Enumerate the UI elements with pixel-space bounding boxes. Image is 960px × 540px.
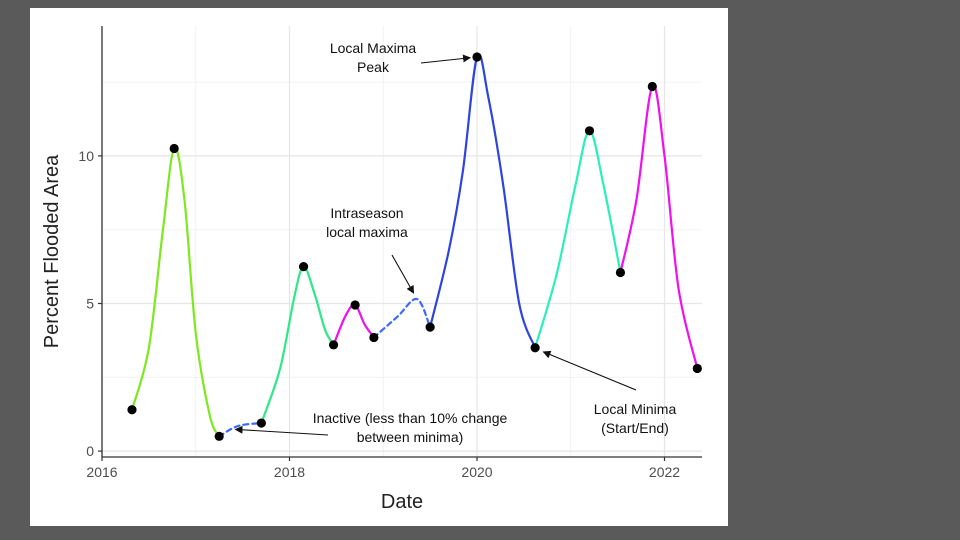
x-axis-title: Date — [381, 491, 423, 513]
annotation-arrow-0 — [420, 54, 472, 64]
x-tick-label-2: 2020 — [461, 464, 492, 480]
annotation-3-line-1: (Start/End) — [601, 420, 669, 436]
data-point-0 — [127, 405, 137, 415]
y-tick-label-2: 10 — [78, 148, 94, 164]
data-point-2 — [214, 431, 224, 441]
x-tick-label-1: 2018 — [274, 464, 305, 480]
series-segment-7 — [619, 84, 699, 370]
data-point-6 — [350, 300, 360, 310]
x-tick-label-0: 2016 — [86, 464, 117, 480]
annotation-0-line-0: Local Maxima — [330, 40, 417, 56]
data-point-14 — [692, 363, 702, 374]
y-tick-label-0: 0 — [86, 443, 94, 459]
data-point-5 — [328, 340, 339, 350]
annotation-1-line-1: local maxima — [326, 224, 408, 240]
axes: 0 5 10 2016 2018 2020 2022 — [78, 26, 702, 480]
data-point-4 — [298, 261, 309, 272]
data-point-10 — [530, 343, 540, 353]
annotation-0-line-1: Peak — [357, 59, 390, 75]
data-point-3 — [256, 418, 266, 428]
annotation-arrow-1 — [391, 254, 415, 294]
annotation-2-line-1: between minima) — [357, 429, 464, 445]
y-tick-label-1: 5 — [86, 295, 94, 311]
points — [127, 52, 702, 441]
chart-panel: 0 5 10 2016 2018 2020 2022 Local Maxima Peak Int… — [30, 8, 728, 526]
data-point-9 — [472, 52, 482, 62]
annotation-3-line-0: Local Minima — [594, 401, 677, 417]
series — [130, 53, 699, 438]
annotation-arrow-3 — [542, 350, 637, 391]
data-point-1 — [169, 143, 179, 154]
annotation-arrow-2 — [234, 425, 329, 436]
line-chart: 0 5 10 2016 2018 2020 2022 Local Maxima Peak Int… — [41, 26, 702, 513]
series-segment-2 — [260, 265, 335, 425]
data-point-11 — [584, 126, 595, 136]
series-segment-5 — [429, 53, 537, 349]
series-segment-4 — [372, 297, 432, 339]
x-tick-label-3: 2022 — [649, 464, 680, 480]
series-segment-3 — [332, 303, 375, 346]
annotation-2-line-0: Inactive (less than 10% change — [313, 410, 508, 426]
data-point-13 — [647, 81, 657, 92]
annotation-1-line-0: Intraseason — [330, 205, 403, 221]
series-segment-0 — [130, 146, 221, 438]
data-point-8 — [425, 322, 435, 332]
data-point-7 — [369, 332, 379, 343]
annotations: Local Maxima Peak Intraseason local maxima I… — [234, 40, 677, 445]
series-segment-6 — [534, 129, 622, 349]
grid — [101, 26, 702, 457]
y-axis-title: Percent Flooded Area — [41, 154, 63, 348]
data-point-12 — [615, 267, 626, 278]
